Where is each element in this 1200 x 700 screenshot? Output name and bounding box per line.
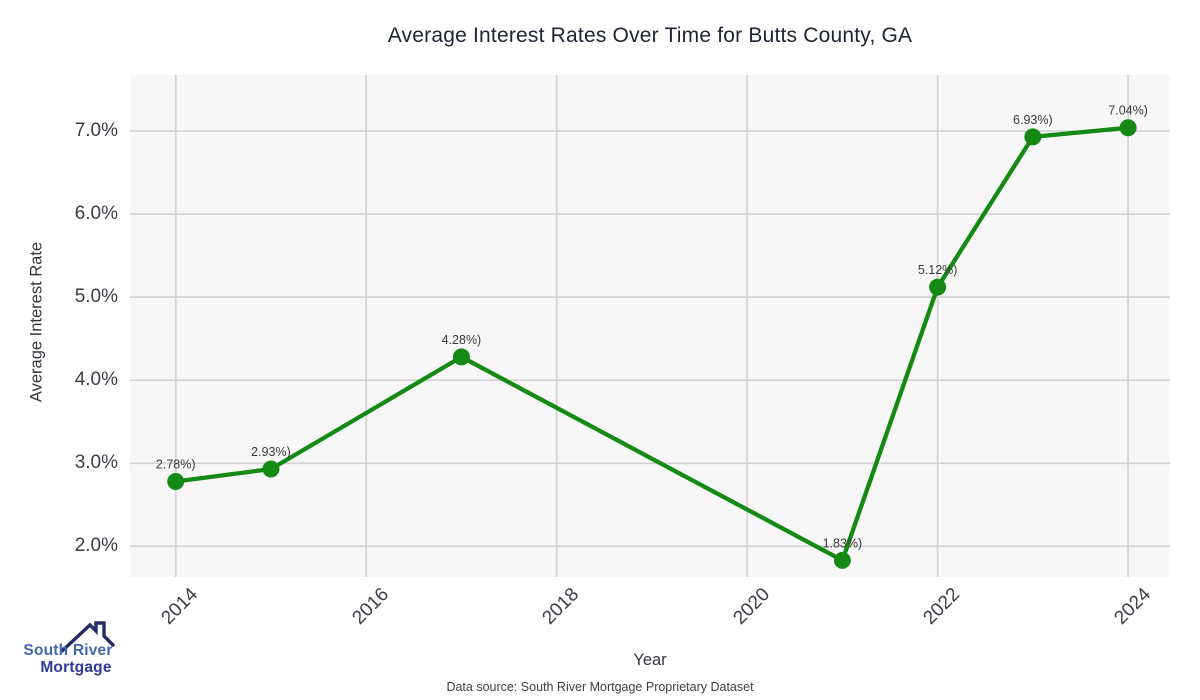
y-tick-label: 3.0% xyxy=(74,452,118,474)
y-tick-label: 5.0% xyxy=(74,286,118,308)
data-point-label: 2.93%) xyxy=(251,445,291,459)
x-tick-label: 2016 xyxy=(348,584,394,629)
x-tick-label: 2024 xyxy=(1110,584,1155,629)
x-axis-label: Year xyxy=(633,651,667,669)
y-tick-label: 7.0% xyxy=(74,120,118,142)
data-point-label: 1.83%) xyxy=(823,536,863,550)
x-tick-label: 2020 xyxy=(729,584,775,629)
data-point-marker xyxy=(833,551,851,569)
y-tick-label: 2.0% xyxy=(74,535,118,557)
data-source-note: Data source: South River Mortgage Propri… xyxy=(446,680,754,694)
chart-title: Average Interest Rates Over Time for But… xyxy=(387,24,913,47)
data-point-label: 7.04%) xyxy=(1108,104,1148,118)
line-chart: 2.78%) 2.93%) 4.28%) 1.83%) 5.12%) 6.93%) 7.04… xyxy=(130,75,1170,577)
data-point-marker xyxy=(1119,119,1137,137)
data-point-label: 4.28%) xyxy=(442,333,482,347)
data-point-marker xyxy=(452,348,470,366)
logo: South River Mortgage xyxy=(16,612,122,696)
logo-text-south-river: South River xyxy=(23,642,113,659)
data-point-marker xyxy=(929,278,947,296)
data-point-label: 5.12%) xyxy=(918,263,958,277)
data-point-marker xyxy=(167,472,185,490)
data-point-marker xyxy=(1024,128,1042,146)
x-tick-label: 2018 xyxy=(538,584,584,629)
data-point-label: 6.93%) xyxy=(1013,113,1053,127)
y-tick-label: 6.0% xyxy=(74,203,118,225)
logo-text-mortgage: Mortgage xyxy=(40,659,112,676)
house-roof-icon xyxy=(60,621,115,653)
data-point-label: 2.78%) xyxy=(156,457,196,471)
data-point-marker xyxy=(262,460,280,478)
x-tick-label: 2014 xyxy=(157,584,203,629)
series-line xyxy=(173,125,1131,563)
x-tick-label: 2022 xyxy=(919,584,965,629)
plot-area: 2.78%) 2.93%) 4.28%) 1.83%) 5.12%) 6.93%) 7.04… xyxy=(130,75,1170,577)
y-tick-label: 4.0% xyxy=(74,369,118,391)
